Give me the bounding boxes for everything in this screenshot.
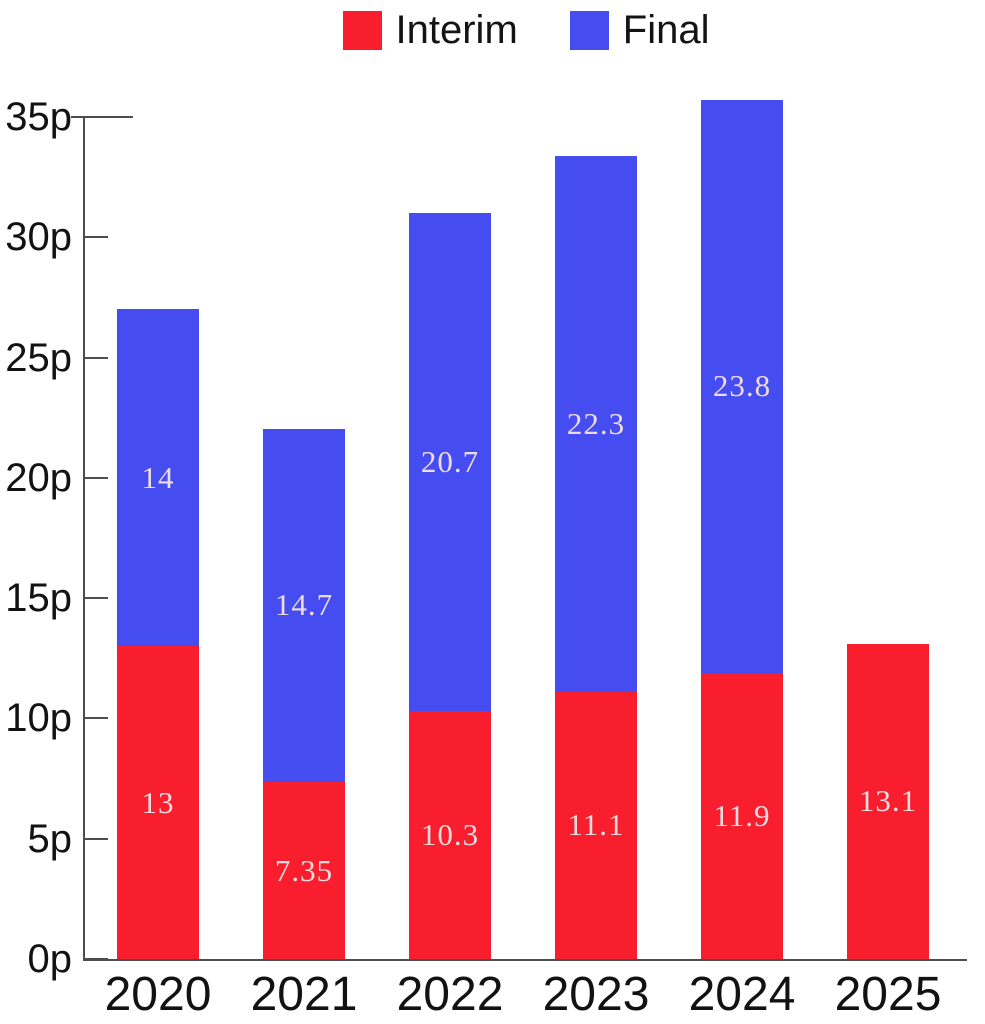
bar-value-label-final-2024: 23.8	[712, 368, 772, 404]
bar-value-label-interim-2022: 10.3	[420, 817, 480, 853]
y-axis-line	[83, 116, 85, 960]
y-axis-tick-35p	[71, 116, 133, 118]
x-axis-label-2021: 2021	[250, 968, 358, 1021]
bar-value-label-final-2022: 20.7	[420, 444, 480, 480]
bar-value-label-interim-2025: 13.1	[858, 783, 918, 819]
y-axis-tick-20p	[85, 476, 108, 479]
final-segment-2020: 14	[117, 309, 199, 647]
y-axis-tick-5p	[85, 837, 108, 840]
legend: Interim Final	[85, 10, 967, 50]
x-axis-label-2022: 2022	[396, 968, 504, 1021]
interim-segment-2024: 11.9	[701, 672, 783, 959]
bar-value-label-interim-2024: 11.9	[713, 797, 771, 833]
y-axis-tick-15p	[85, 597, 108, 600]
legend-item-final: Final	[569, 8, 710, 52]
x-axis-line	[83, 959, 967, 961]
final-segment-2023: 22.3	[555, 155, 637, 692]
interim-segment-2022: 10.3	[409, 711, 491, 959]
bar-value-label-final-2023: 22.3	[566, 405, 626, 441]
bar-value-label-interim-2023: 11.1	[567, 807, 625, 843]
x-axis-label-2025: 2025	[834, 968, 942, 1021]
x-axis-label-2023: 2023	[542, 968, 650, 1021]
y-axis-label-0p: 0p	[27, 937, 73, 981]
final-segment-2021: 14.7	[263, 428, 345, 783]
interim-segment-2021: 7.35	[263, 782, 345, 959]
y-axis-label-5p: 5p	[27, 816, 73, 861]
interim-segment-2020: 13	[117, 646, 199, 959]
y-axis-label-25p: 25p	[5, 335, 72, 380]
final-legend-swatch	[569, 10, 609, 50]
bar-value-label-interim-2021: 7.35	[274, 852, 334, 888]
interim-segment-2025: 13.1	[847, 643, 929, 959]
y-axis-label-30p: 30p	[5, 215, 72, 260]
y-axis-label-20p: 20p	[5, 455, 72, 500]
bar-value-label-final-2021: 14.7	[274, 587, 334, 623]
interim-segment-2023: 11.1	[555, 691, 637, 959]
y-axis-label-15p: 15p	[5, 576, 72, 621]
plot-area: 13 14 7.35 14.7 10.3 20.7 11.1 22.3 11.9 23.8 13.1	[71, 100, 967, 961]
interim-legend-label: Interim	[395, 8, 518, 52]
x-axis-label-2020: 2020	[104, 968, 212, 1021]
bar-value-label-interim-2020: 13	[141, 784, 175, 820]
bar-value-label-final-2020: 14	[141, 459, 175, 495]
y-axis-label-10p: 10p	[5, 696, 72, 741]
y-axis-tick-25p	[85, 356, 108, 359]
final-segment-2024: 23.8	[701, 100, 783, 673]
final-segment-2022: 20.7	[409, 213, 491, 712]
y-axis-tick-10p	[85, 717, 108, 720]
legend-item-interim: Interim	[342, 8, 518, 52]
final-legend-label: Final	[622, 8, 710, 52]
interim-legend-swatch	[342, 10, 382, 50]
x-axis-label-2024: 2024	[688, 968, 796, 1021]
y-axis-tick-30p	[85, 236, 108, 239]
y-axis-label-35p: 35p	[5, 95, 72, 139]
